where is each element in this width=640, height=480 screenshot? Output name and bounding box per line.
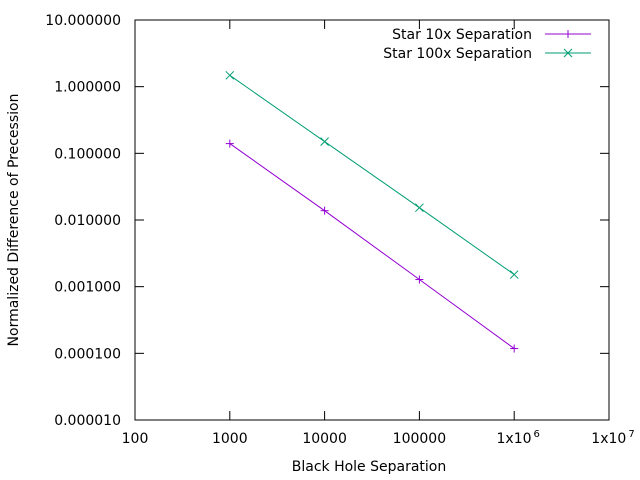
y-tick-label: 0.010000 [54,213,121,229]
series-layer [225,70,519,353]
x-tick-label-base: 100 [122,431,149,447]
x-tick-label: 10000 [302,431,347,447]
legend-marker [564,30,572,38]
data-point [225,70,235,80]
x-tick-label-exponent: 6 [534,429,540,440]
x-tick-label-base: 1000 [212,431,248,447]
x-tick-label-exponent: 7 [628,429,634,440]
series-line [229,74,515,275]
y-tick-label: 0.100000 [54,146,121,162]
legend-label: Star 100x Separation [383,46,532,62]
data-point [320,137,329,146]
legend-label: Star 10x Separation [392,27,532,43]
plot-frame [134,19,610,421]
data-point [415,275,424,284]
y-tick-label: 0.000010 [54,413,121,429]
y-axis-ticks: 0.000010 0.000100 0.001000 0.010000 0.100000… [45,13,609,429]
y-tick-label: 10.000000 [45,13,121,29]
x-tick-label: 1x10 6 [497,429,540,447]
y-tick-label: 0.000100 [54,346,121,362]
series-1 [225,139,519,353]
x-tick-label: 100000 [393,431,446,447]
legend-item: Star 10x Separation [392,27,591,43]
y-tick-label: 0.001000 [54,280,121,296]
legend-item: Star 100x Separation [383,46,591,62]
y-axis-title: Normalized Difference of Precession [6,94,22,347]
legend-marker [563,48,573,58]
x-tick-label-base: 1x10 [591,431,626,447]
data-point [510,344,519,353]
data-point [320,206,329,215]
y-tick-label: 1.000000 [54,80,121,96]
series-2 [225,70,519,279]
x-tick-label-base: 100000 [393,431,446,447]
series-line [229,143,515,349]
data-point [509,270,519,279]
x-axis-ticks: 100 1000 10000 100000 1x10 6 1x10 7 [122,20,635,447]
x-axis-title: Black Hole Separation [292,459,447,475]
x-tick-label: 1000 [212,431,248,447]
data-point [225,139,234,148]
legend: Star 10x Separation Star 100x Separation [383,27,591,62]
x-tick-label-base: 1x10 [497,431,532,447]
x-tick-label-base: 10000 [302,431,347,447]
x-tick-label: 1x10 7 [591,429,634,447]
data-point [415,203,424,213]
x-tick-label: 100 [122,431,149,447]
